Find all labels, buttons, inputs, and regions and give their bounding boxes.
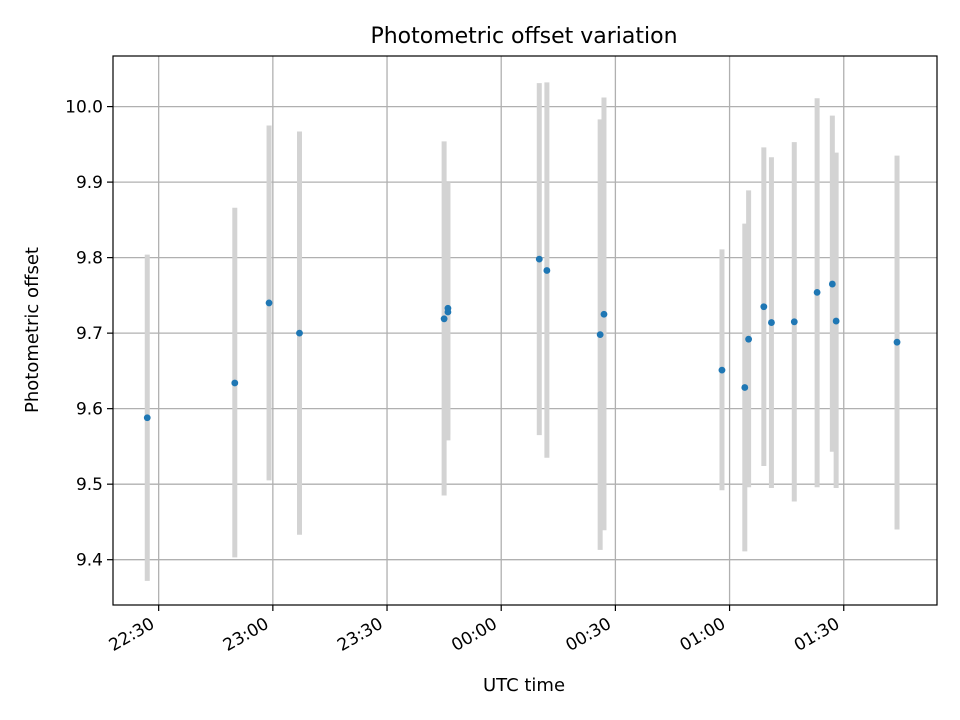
data-point	[296, 329, 303, 337]
data-point	[813, 288, 821, 296]
y-tick-label: 9.4	[76, 551, 103, 571]
data-point	[143, 414, 151, 422]
y-tick-label: 9.9	[76, 173, 103, 193]
x-tick-label: 00:00	[448, 614, 500, 656]
y-tick-label: 9.7	[76, 324, 103, 344]
x-tick-label: 23:30	[334, 614, 386, 656]
data-point	[535, 255, 543, 263]
x-tick-label: 01:30	[791, 614, 843, 656]
data-point	[745, 335, 753, 343]
data-point	[440, 315, 448, 323]
data-point	[832, 317, 840, 325]
data-point	[231, 379, 239, 387]
y-axis-label: Photometric offset	[22, 247, 43, 413]
data-point	[760, 303, 768, 311]
data-point	[828, 280, 836, 288]
x-tick-label: 01:00	[677, 614, 729, 656]
data-point	[893, 338, 901, 346]
grid-lines	[113, 56, 937, 605]
x-tick-label: 22:30	[106, 614, 158, 656]
y-axis-ticks: 9.4 9.5 9.6 9.7 9.8 9.9 10.0	[65, 98, 113, 571]
chart-title: Photometric offset variation	[370, 24, 677, 49]
x-tick-label: 23:00	[220, 614, 272, 656]
data-point	[444, 308, 452, 316]
data-point	[768, 319, 775, 326]
x-tick-label: 00:30	[562, 614, 614, 656]
y-tick-label: 9.5	[76, 475, 103, 495]
plot-frame	[112, 55, 938, 606]
y-tick-label: 10.0	[65, 98, 103, 118]
data-point	[790, 318, 798, 326]
x-axis-ticks: 22:30 23:00 23:30 00:00 00:30 01:00 01:30	[106, 605, 845, 656]
data-point	[741, 384, 749, 391]
data-point	[718, 366, 726, 374]
data-points	[143, 255, 901, 422]
data-point	[265, 299, 273, 307]
x-axis-label: UTC time	[483, 675, 565, 696]
y-tick-label: 9.8	[76, 249, 103, 269]
data-point	[600, 310, 608, 318]
data-point	[596, 331, 604, 339]
data-point	[543, 267, 551, 274]
y-tick-label: 9.6	[76, 400, 103, 420]
error-bars	[144, 82, 900, 581]
